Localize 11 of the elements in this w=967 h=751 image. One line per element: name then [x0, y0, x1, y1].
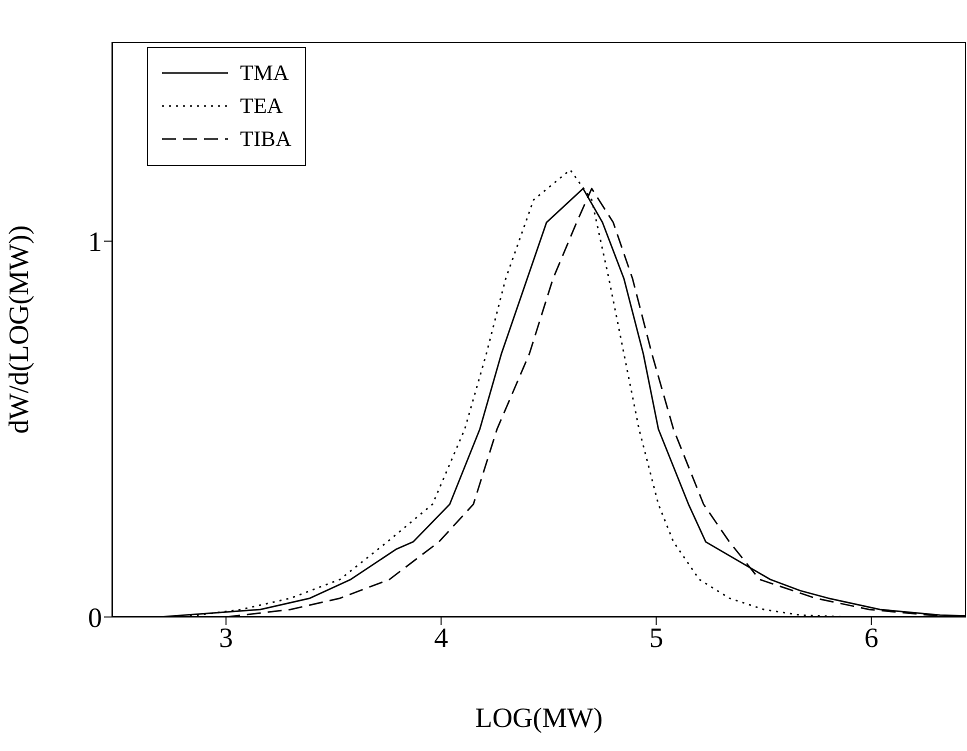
- x-tick-label: 5: [649, 622, 664, 654]
- y-tick-label: 0: [88, 602, 102, 634]
- y-tick-label: 1: [88, 227, 102, 258]
- x-tick-label: 3: [219, 622, 234, 654]
- x-tick-label: 6: [864, 622, 878, 654]
- legend-label: TMA: [240, 60, 289, 86]
- x-axis-title: LOG(MW): [475, 703, 603, 734]
- legend-label: TEA: [240, 92, 283, 118]
- y-axis-title: dW/d(LOG(MW)): [4, 225, 35, 434]
- legend-label: TIBA: [240, 126, 292, 152]
- x-tick-label: 4: [434, 622, 448, 654]
